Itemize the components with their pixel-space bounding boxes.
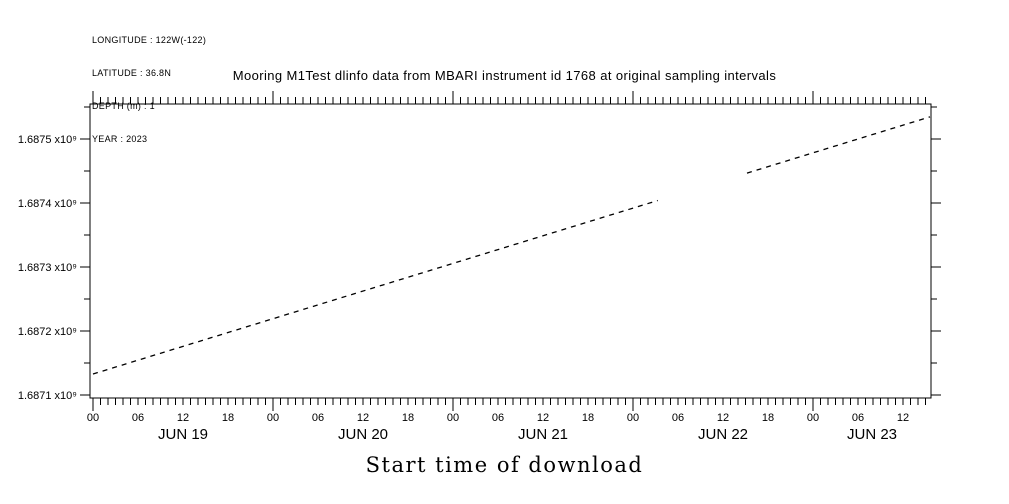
x-hour-label: 12 — [717, 412, 729, 424]
x-hour-label: 18 — [762, 412, 774, 424]
x-day-label: JUN 19 — [158, 426, 208, 443]
metadata-depth: DEPTH (m) : 1 — [92, 101, 155, 111]
x-hour-label: 00 — [87, 412, 99, 424]
x-hour-label: 18 — [402, 412, 414, 424]
y-tick-label: 1.6871 x10⁹ — [18, 390, 77, 402]
x-day-label: JUN 23 — [847, 426, 897, 443]
x-hour-label: 18 — [222, 412, 234, 424]
x-hour-label: 06 — [312, 412, 324, 424]
x-axis-title: Start time of download — [365, 453, 644, 477]
x-hour-label: 06 — [492, 412, 504, 424]
x-day-label: JUN 22 — [698, 426, 748, 443]
x-hour-label: 00 — [627, 412, 639, 424]
metadata-longitude: LONGITUDE : 122W(-122) — [92, 35, 207, 45]
y-tick-label: 1.6873 x10⁹ — [18, 262, 77, 274]
x-day-label: JUN 21 — [518, 426, 568, 443]
data-line-segment — [746, 116, 931, 174]
metadata-block: LONGITUDE : 122W(-122) LATITUDE : 36.8N … — [92, 13, 206, 167]
x-hour-label: 06 — [852, 412, 864, 424]
y-tick-label: 1.6874 x10⁹ — [18, 198, 77, 210]
y-tick-label: 1.6872 x10⁹ — [18, 326, 77, 338]
x-hour-label: 12 — [177, 412, 189, 424]
x-day-label: JUN 20 — [338, 426, 388, 443]
x-hour-label: 06 — [672, 412, 684, 424]
x-hour-label: 12 — [897, 412, 909, 424]
x-hour-label: 00 — [447, 412, 459, 424]
x-hour-label: 18 — [582, 412, 594, 424]
x-hour-label: 00 — [267, 412, 279, 424]
x-hour-label: 00 — [807, 412, 819, 424]
plot-box — [89, 103, 932, 399]
x-hour-label: 06 — [132, 412, 144, 424]
metadata-latitude: LATITUDE : 36.8N — [92, 68, 172, 78]
x-hour-label: 12 — [357, 412, 369, 424]
x-hour-label: 12 — [537, 412, 549, 424]
y-tick-label: 1.6875 x10⁹ — [18, 134, 77, 146]
metadata-year: YEAR : 2023 — [92, 134, 148, 144]
chart-title: Mooring M1Test dlinfo data from MBARI in… — [232, 68, 777, 83]
data-line-segment — [92, 199, 658, 375]
